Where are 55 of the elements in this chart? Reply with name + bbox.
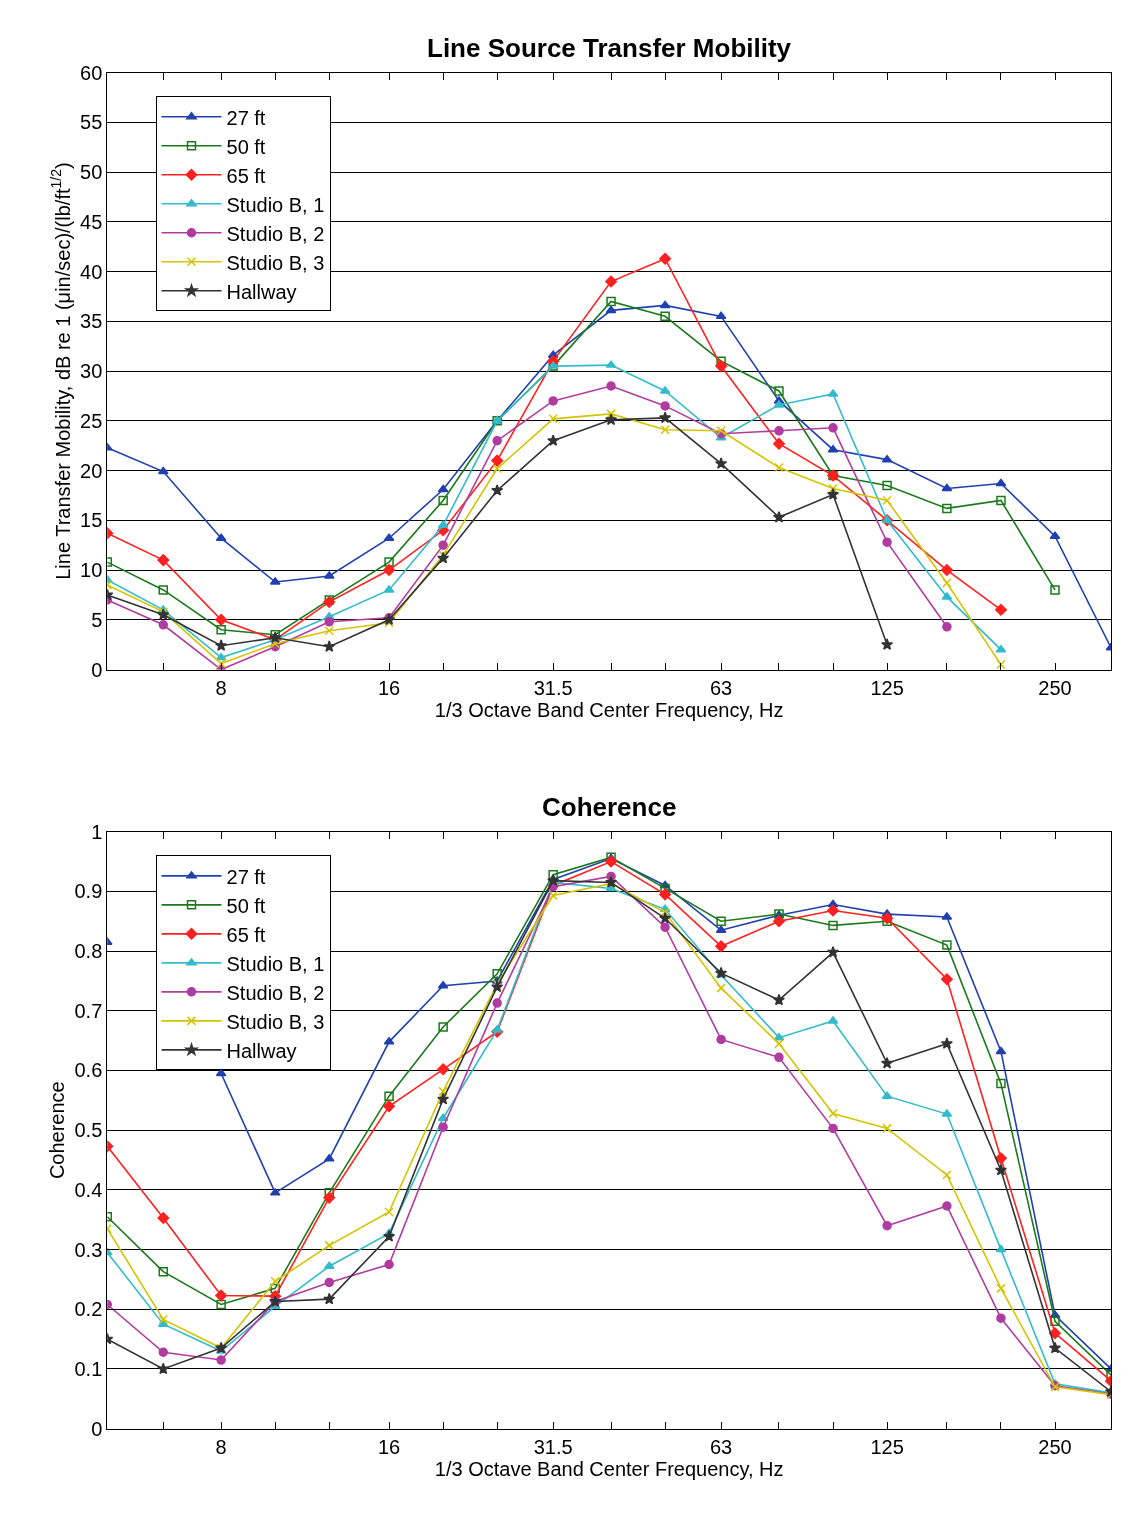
y-tick-label: 0.5 (74, 1119, 103, 1142)
y-tick-label: 0.3 (74, 1238, 103, 1261)
x-tick-label: 63 (709, 676, 733, 699)
y-tick-label: 0 (91, 1417, 103, 1440)
legend-label: 27 ft (226, 106, 266, 129)
legend-label: Studio B, 3 (226, 1010, 325, 1033)
legend-label: Studio B, 1 (226, 952, 325, 975)
y-tick-label: 0.9 (74, 880, 103, 903)
legend-label: Studio B, 3 (226, 251, 325, 274)
x-tick-label: 250 (1038, 676, 1072, 699)
x-tick-label: 8 (215, 676, 227, 699)
y-tick-label: 0.1 (74, 1357, 103, 1380)
y-tick-label: 20 (80, 459, 103, 482)
y-tick-label: 60 (80, 61, 103, 84)
legend-label: Studio B, 2 (226, 222, 325, 245)
y-tick-label: 10 (80, 559, 103, 582)
y-tick-label: 0.8 (74, 940, 103, 963)
y-tick-label: 30 (80, 360, 103, 383)
chart-title: Coherence (542, 792, 677, 822)
x-tick-label: 8 (215, 1435, 227, 1458)
y-tick-label: 45 (80, 210, 103, 233)
y-tick-label: 5 (91, 608, 103, 631)
y-tick-label: 0 (91, 658, 103, 681)
x-axis-title: 1/3 Octave Band Center Frequency, Hz (434, 1457, 784, 1480)
legend-label: 65 ft (226, 923, 266, 946)
legend-label: 50 ft (226, 135, 266, 158)
legend-label: 50 ft (226, 894, 266, 917)
x-tick-label: 31.5 (533, 1435, 573, 1458)
legend-label: Hallway (226, 280, 297, 303)
legend-label: Hallway (226, 1039, 297, 1062)
y-tick-label: 0.2 (74, 1298, 103, 1321)
legend-label: Studio B, 1 (226, 193, 325, 216)
x-tick-label: 63 (709, 1435, 733, 1458)
y-tick-label: 50 (80, 161, 103, 184)
x-tick-label: 16 (377, 1435, 401, 1458)
y-tick-label: 55 (80, 111, 103, 134)
legend-label: 65 ft (226, 164, 266, 187)
y-tick-label: 40 (80, 260, 103, 283)
x-tick-label: 125 (870, 1435, 904, 1458)
y-tick-label: 0.6 (74, 1059, 103, 1082)
y-tick-label: 15 (80, 509, 103, 532)
x-axis-title: 1/3 Octave Band Center Frequency, Hz (434, 698, 784, 721)
x-tick-label: 16 (377, 676, 401, 699)
y-tick-label: 0.4 (74, 1178, 103, 1201)
y-tick-label: 0.7 (74, 999, 103, 1022)
x-tick-label: 31.5 (533, 676, 573, 699)
x-tick-label: 125 (870, 676, 904, 699)
legend-label: 27 ft (226, 865, 266, 888)
y-tick-label: 25 (80, 409, 103, 432)
y-axis-title: Coherence (45, 1081, 68, 1180)
x-tick-label: 250 (1038, 1435, 1072, 1458)
chart-title: Line Source Transfer Mobility (427, 33, 792, 63)
y-tick-label: 35 (80, 310, 103, 333)
y-tick-label: 1 (91, 820, 103, 843)
legend-label: Studio B, 2 (226, 981, 325, 1004)
